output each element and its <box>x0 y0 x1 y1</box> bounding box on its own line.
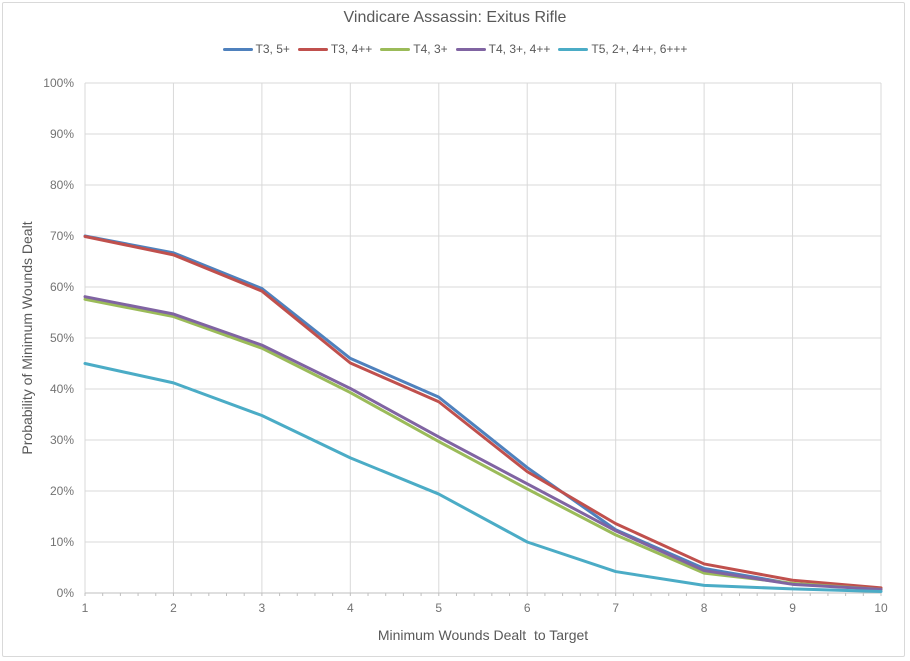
series-line <box>83 295 883 591</box>
x-axis-title: Minimum Wounds Dealt to Target <box>377 627 589 643</box>
legend-item: T5, 2+, 4++, 6+++ <box>558 42 687 56</box>
y-tick-label: 100% <box>43 76 74 90</box>
chart-legend: T3, 5+ T3, 4++ T4, 3+ T4, 3+, 4++ T5, 2+, 4+… <box>0 42 910 56</box>
x-tick-label: 2 <box>170 601 177 615</box>
x-tick-label: 10 <box>874 601 888 615</box>
series-line <box>83 297 883 591</box>
x-tick-label: 3 <box>259 601 266 615</box>
series-line <box>83 234 883 591</box>
legend-item: T4, 3+ <box>380 42 448 56</box>
legend-label: T5, 2+, 4++, 6+++ <box>591 42 688 56</box>
y-tick-label: 60% <box>50 280 74 294</box>
legend-item: T3, 5+ <box>222 42 290 56</box>
y-tick-label: 90% <box>50 127 74 141</box>
y-tick-label: 10% <box>50 535 74 549</box>
legend-label: T4, 3+ <box>413 42 448 56</box>
legend-label: T3, 4++ <box>330 42 373 56</box>
legend-line-swatch <box>455 47 486 51</box>
legend-line-swatch <box>380 47 411 51</box>
legend-line-swatch <box>297 47 328 51</box>
legend-item: T3, 4++ <box>297 42 373 56</box>
y-tick-label: 70% <box>50 229 74 243</box>
y-tick-label: 20% <box>50 484 74 498</box>
y-tick-label: 0% <box>57 586 75 600</box>
y-tick-label: 80% <box>50 178 74 192</box>
series-line <box>83 235 883 590</box>
x-tick-label: 6 <box>524 601 531 615</box>
y-tick-label: 30% <box>50 433 74 447</box>
legend-item: T4, 3+, 4++ <box>455 42 551 56</box>
x-tick-label: 9 <box>789 601 796 615</box>
legend-line-swatch <box>222 47 253 51</box>
x-tick-label: 5 <box>435 601 442 615</box>
legend-label: T4, 3+, 4++ <box>488 42 551 56</box>
y-tick-label: 40% <box>50 382 74 396</box>
legend-label: T3, 5+ <box>255 42 290 56</box>
x-tick-label: 8 <box>701 601 708 615</box>
series-line <box>83 362 883 593</box>
legend-line-swatch <box>558 47 589 51</box>
x-tick-label: 1 <box>82 601 89 615</box>
x-tick-label: 4 <box>347 601 354 615</box>
y-tick-label: 50% <box>50 331 74 345</box>
chart-title: Vindicare Assassin: Exitus Rifle <box>343 9 567 26</box>
x-tick-label: 7 <box>612 601 619 615</box>
